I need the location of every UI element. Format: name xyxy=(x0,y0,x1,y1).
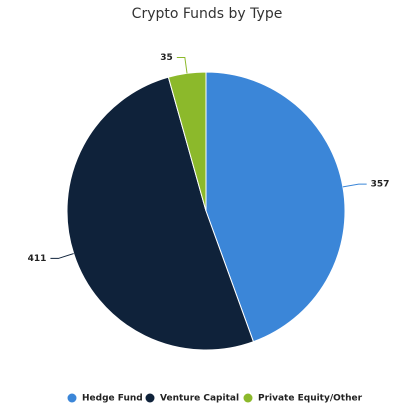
legend-marker[interactable] xyxy=(243,393,253,403)
data-label: 35 xyxy=(160,53,173,63)
chart-title: Crypto Funds by Type xyxy=(132,6,283,22)
legend-label[interactable]: Hedge Fund xyxy=(82,394,143,404)
label-connector xyxy=(50,253,74,259)
label-connector xyxy=(342,183,367,188)
legend-label[interactable]: Private Equity/Other xyxy=(258,394,363,404)
pie-slice xyxy=(66,76,255,351)
label-connector xyxy=(176,56,188,74)
data-label: 357 xyxy=(371,180,390,190)
legend-marker[interactable] xyxy=(145,393,155,403)
legend-label[interactable]: Venture Capital xyxy=(160,394,239,404)
legend-marker[interactable] xyxy=(67,393,77,403)
data-label: 411 xyxy=(28,254,47,264)
